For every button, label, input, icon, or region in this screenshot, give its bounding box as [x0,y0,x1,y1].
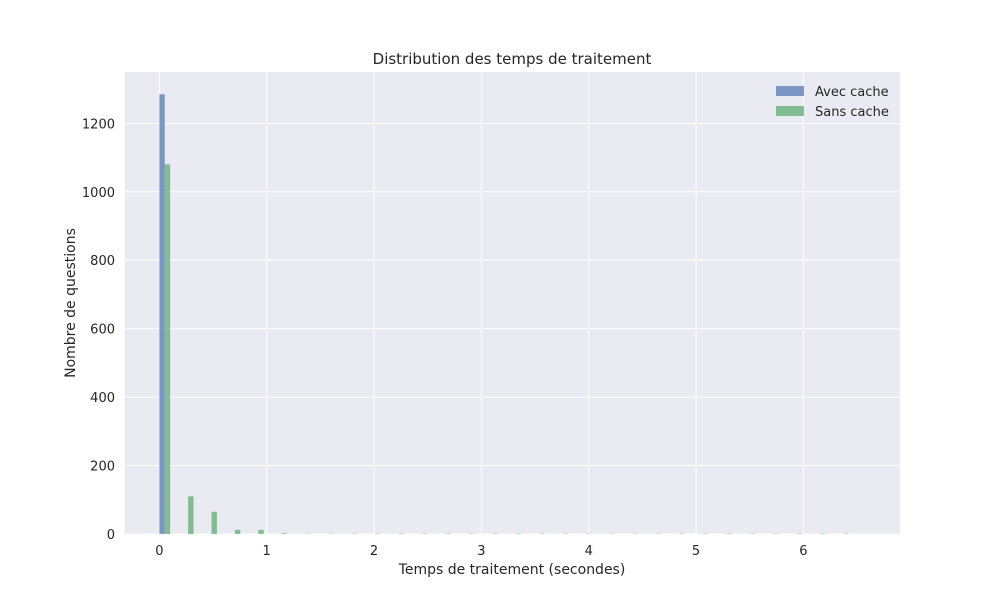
x-tick-label: 3 [477,544,485,559]
y-tick-label: 400 [90,391,115,406]
y-tick-label: 0 [107,528,115,543]
y-tick-label: 200 [90,460,115,475]
y-axis-label: Nombre de questions [63,228,79,378]
plot-background [125,72,900,534]
y-ticks: 0 200 400 600 800 1000 1200 [82,117,115,543]
x-ticks: 0 1 2 3 4 5 6 [155,544,807,559]
y-tick-label: 800 [90,254,115,269]
legend-swatch-sans-cache [776,106,804,116]
legend-swatch-avec-cache [776,86,804,96]
y-tick-label: 1200 [82,117,115,132]
x-tick-label: 5 [692,544,700,559]
bar-sans-cache [212,512,217,534]
bar-sans-cache [235,530,240,534]
bar-sans-cache [282,533,287,534]
bar-sans-cache [165,164,170,534]
x-tick-label: 6 [799,544,807,559]
x-axis-label: Temps de traitement (secondes) [398,562,626,578]
x-tick-label: 4 [585,544,593,559]
legend-label-avec-cache: Avec cache [815,85,889,100]
x-tick-label: 1 [263,544,271,559]
y-tick-label: 600 [90,323,115,338]
y-tick-label: 1000 [82,186,115,201]
bar-avec-cache [159,94,164,534]
bar-sans-cache [188,496,193,534]
bar-sans-cache [258,530,263,534]
x-tick-label: 0 [155,544,163,559]
legend-label-sans-cache: Sans cache [815,105,889,120]
chart-title: Distribution des temps de traitement [373,50,652,68]
x-tick-label: 2 [370,544,378,559]
